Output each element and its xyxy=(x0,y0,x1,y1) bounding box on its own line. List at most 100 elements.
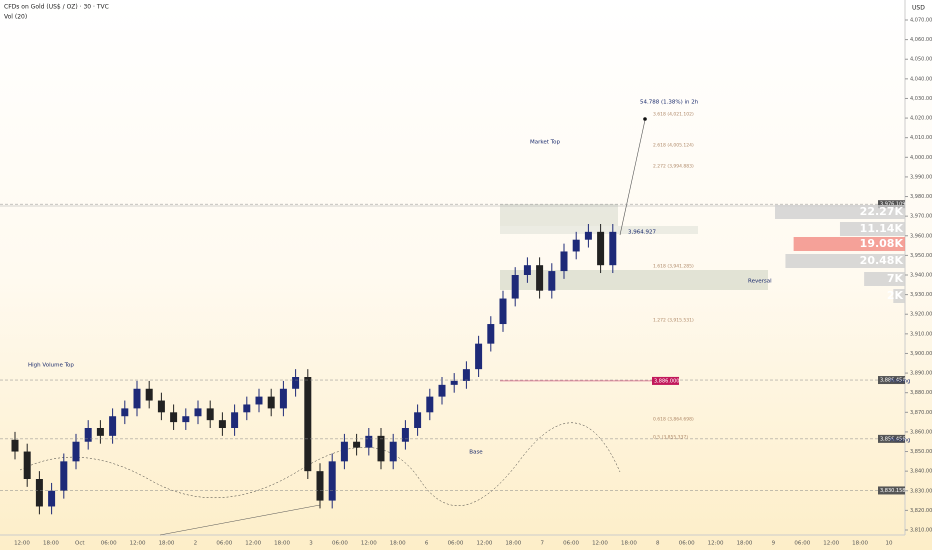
x-tick-label: 18:00 xyxy=(505,541,521,547)
subtitle: Vol (20) xyxy=(4,14,27,21)
projection xyxy=(619,119,646,236)
x-tick-label: 6 xyxy=(425,541,429,547)
candle-body xyxy=(133,388,141,409)
price-label: 3,886.454 xyxy=(880,378,905,384)
candle-body xyxy=(35,479,43,507)
price-label-box xyxy=(878,486,905,495)
candle-body xyxy=(60,461,68,491)
y-tick-label: 3,860.000 xyxy=(910,429,932,435)
y-tick-label: 3,990.000 xyxy=(910,174,932,180)
y-tick-label: 3,810.000 xyxy=(910,528,932,534)
candle-body xyxy=(194,408,202,417)
candle-body xyxy=(511,275,519,299)
candle-body xyxy=(206,408,214,421)
y-tick-label: 3,930.000 xyxy=(910,292,932,298)
y-tick-label: 3,940.000 xyxy=(910,273,932,279)
candle-body xyxy=(255,396,263,405)
x-tick-label: 18:00 xyxy=(274,541,290,547)
price-label: 3,976.109 xyxy=(880,202,905,208)
x-tick-label: 9 xyxy=(772,541,776,547)
candle-body xyxy=(279,388,287,409)
y-tick-label: 4,050.000 xyxy=(910,57,932,63)
x-tick-label: 06:00 xyxy=(101,541,117,547)
volume-profile-label: 2K xyxy=(887,289,904,302)
price-label-box xyxy=(652,376,679,385)
y-tick-label: 3,970.000 xyxy=(910,214,932,220)
candle-body xyxy=(475,343,483,370)
zone xyxy=(500,204,618,226)
volume-profile-bar xyxy=(775,205,905,219)
y-tick-label: 3,870.000 xyxy=(910,410,932,416)
candle-body xyxy=(72,441,80,462)
x-tick-label: 12:00 xyxy=(708,541,724,547)
target-point xyxy=(643,117,647,121)
y-tick-label: 4,010.000 xyxy=(910,135,932,141)
y-tick-label: 3,830.000 xyxy=(910,488,932,494)
candle-body xyxy=(560,251,568,272)
y-tick-label: 4,020.000 xyxy=(910,116,932,122)
candle-body xyxy=(170,412,178,423)
volume-profile-label: 19.08K xyxy=(860,237,904,250)
y-tick-label: 4,060.000 xyxy=(910,37,932,43)
annotation: Missing xyxy=(890,379,911,385)
x-tick-label: 10 xyxy=(886,541,893,547)
candle-body xyxy=(218,420,226,428)
annotation: Base xyxy=(469,450,483,456)
price-label: 3,886.000 xyxy=(654,378,679,384)
x-tick-label: 18:00 xyxy=(43,541,59,547)
candle-body xyxy=(548,271,556,291)
price-label-box xyxy=(878,434,905,443)
annotation: 3,964.927 xyxy=(628,230,656,236)
candle-body xyxy=(316,471,324,501)
annotation: 2.272 (3,994.883) xyxy=(653,164,694,170)
x-tick-label: 8 xyxy=(656,541,660,547)
annotation: 0.618 (3,864.698) xyxy=(653,417,694,423)
trend-line xyxy=(159,504,321,536)
price-label: 3,856.456 xyxy=(880,436,905,442)
candle-body xyxy=(438,384,446,397)
y-tick-label: 4,030.000 xyxy=(910,96,932,102)
x-tick-label: 06:00 xyxy=(216,541,232,547)
zone xyxy=(500,270,768,290)
y-tick-label: 3,980.000 xyxy=(910,194,932,200)
candle-body xyxy=(523,265,531,275)
x-tick-label: 18:00 xyxy=(621,541,637,547)
x-tick-label: 06:00 xyxy=(794,541,810,547)
candle-body xyxy=(450,380,458,385)
y-tick-label: 3,950.000 xyxy=(910,253,932,259)
y-tick-label: 3,960.000 xyxy=(910,233,932,239)
candle-body xyxy=(96,428,104,436)
candle-body xyxy=(145,388,153,401)
x-tick-label: 12:00 xyxy=(476,541,492,547)
x-tick-label: Oct xyxy=(75,541,85,547)
price-label-box xyxy=(878,200,905,209)
x-tick-label: 06:00 xyxy=(679,541,695,547)
candle-body xyxy=(572,239,580,252)
x-tick-label: 12:00 xyxy=(14,541,30,547)
volume-ma xyxy=(19,422,621,506)
candle-body xyxy=(487,324,495,344)
x-tick-label: 12:00 xyxy=(361,541,377,547)
y-tick-label: 3,910.000 xyxy=(910,331,932,337)
x-tick-label: 18:00 xyxy=(390,541,406,547)
y-tick-label: 3,880.000 xyxy=(910,390,932,396)
candle-body xyxy=(304,377,312,472)
x-tick-label: 12:00 xyxy=(823,541,839,547)
x-tick-label: 06:00 xyxy=(332,541,348,547)
candle-body xyxy=(414,412,422,428)
y-tick-label: 4,040.000 xyxy=(910,76,932,82)
y-tick-label: 3,890.000 xyxy=(910,371,932,377)
x-tick-label: 12:00 xyxy=(130,541,146,547)
zone xyxy=(500,226,698,234)
annotation: Market Top xyxy=(530,140,560,146)
x-tick-label: 3 xyxy=(309,541,313,547)
candle-body xyxy=(243,404,251,413)
y-tick-label: 4,000.000 xyxy=(910,155,932,161)
y-tick-label: 3,840.000 xyxy=(910,469,932,475)
x-tick-label: 7 xyxy=(540,541,544,547)
candle-body xyxy=(109,416,117,436)
volume-profile-bar xyxy=(785,254,905,268)
volume-profile-label: 22.27K xyxy=(860,205,904,218)
